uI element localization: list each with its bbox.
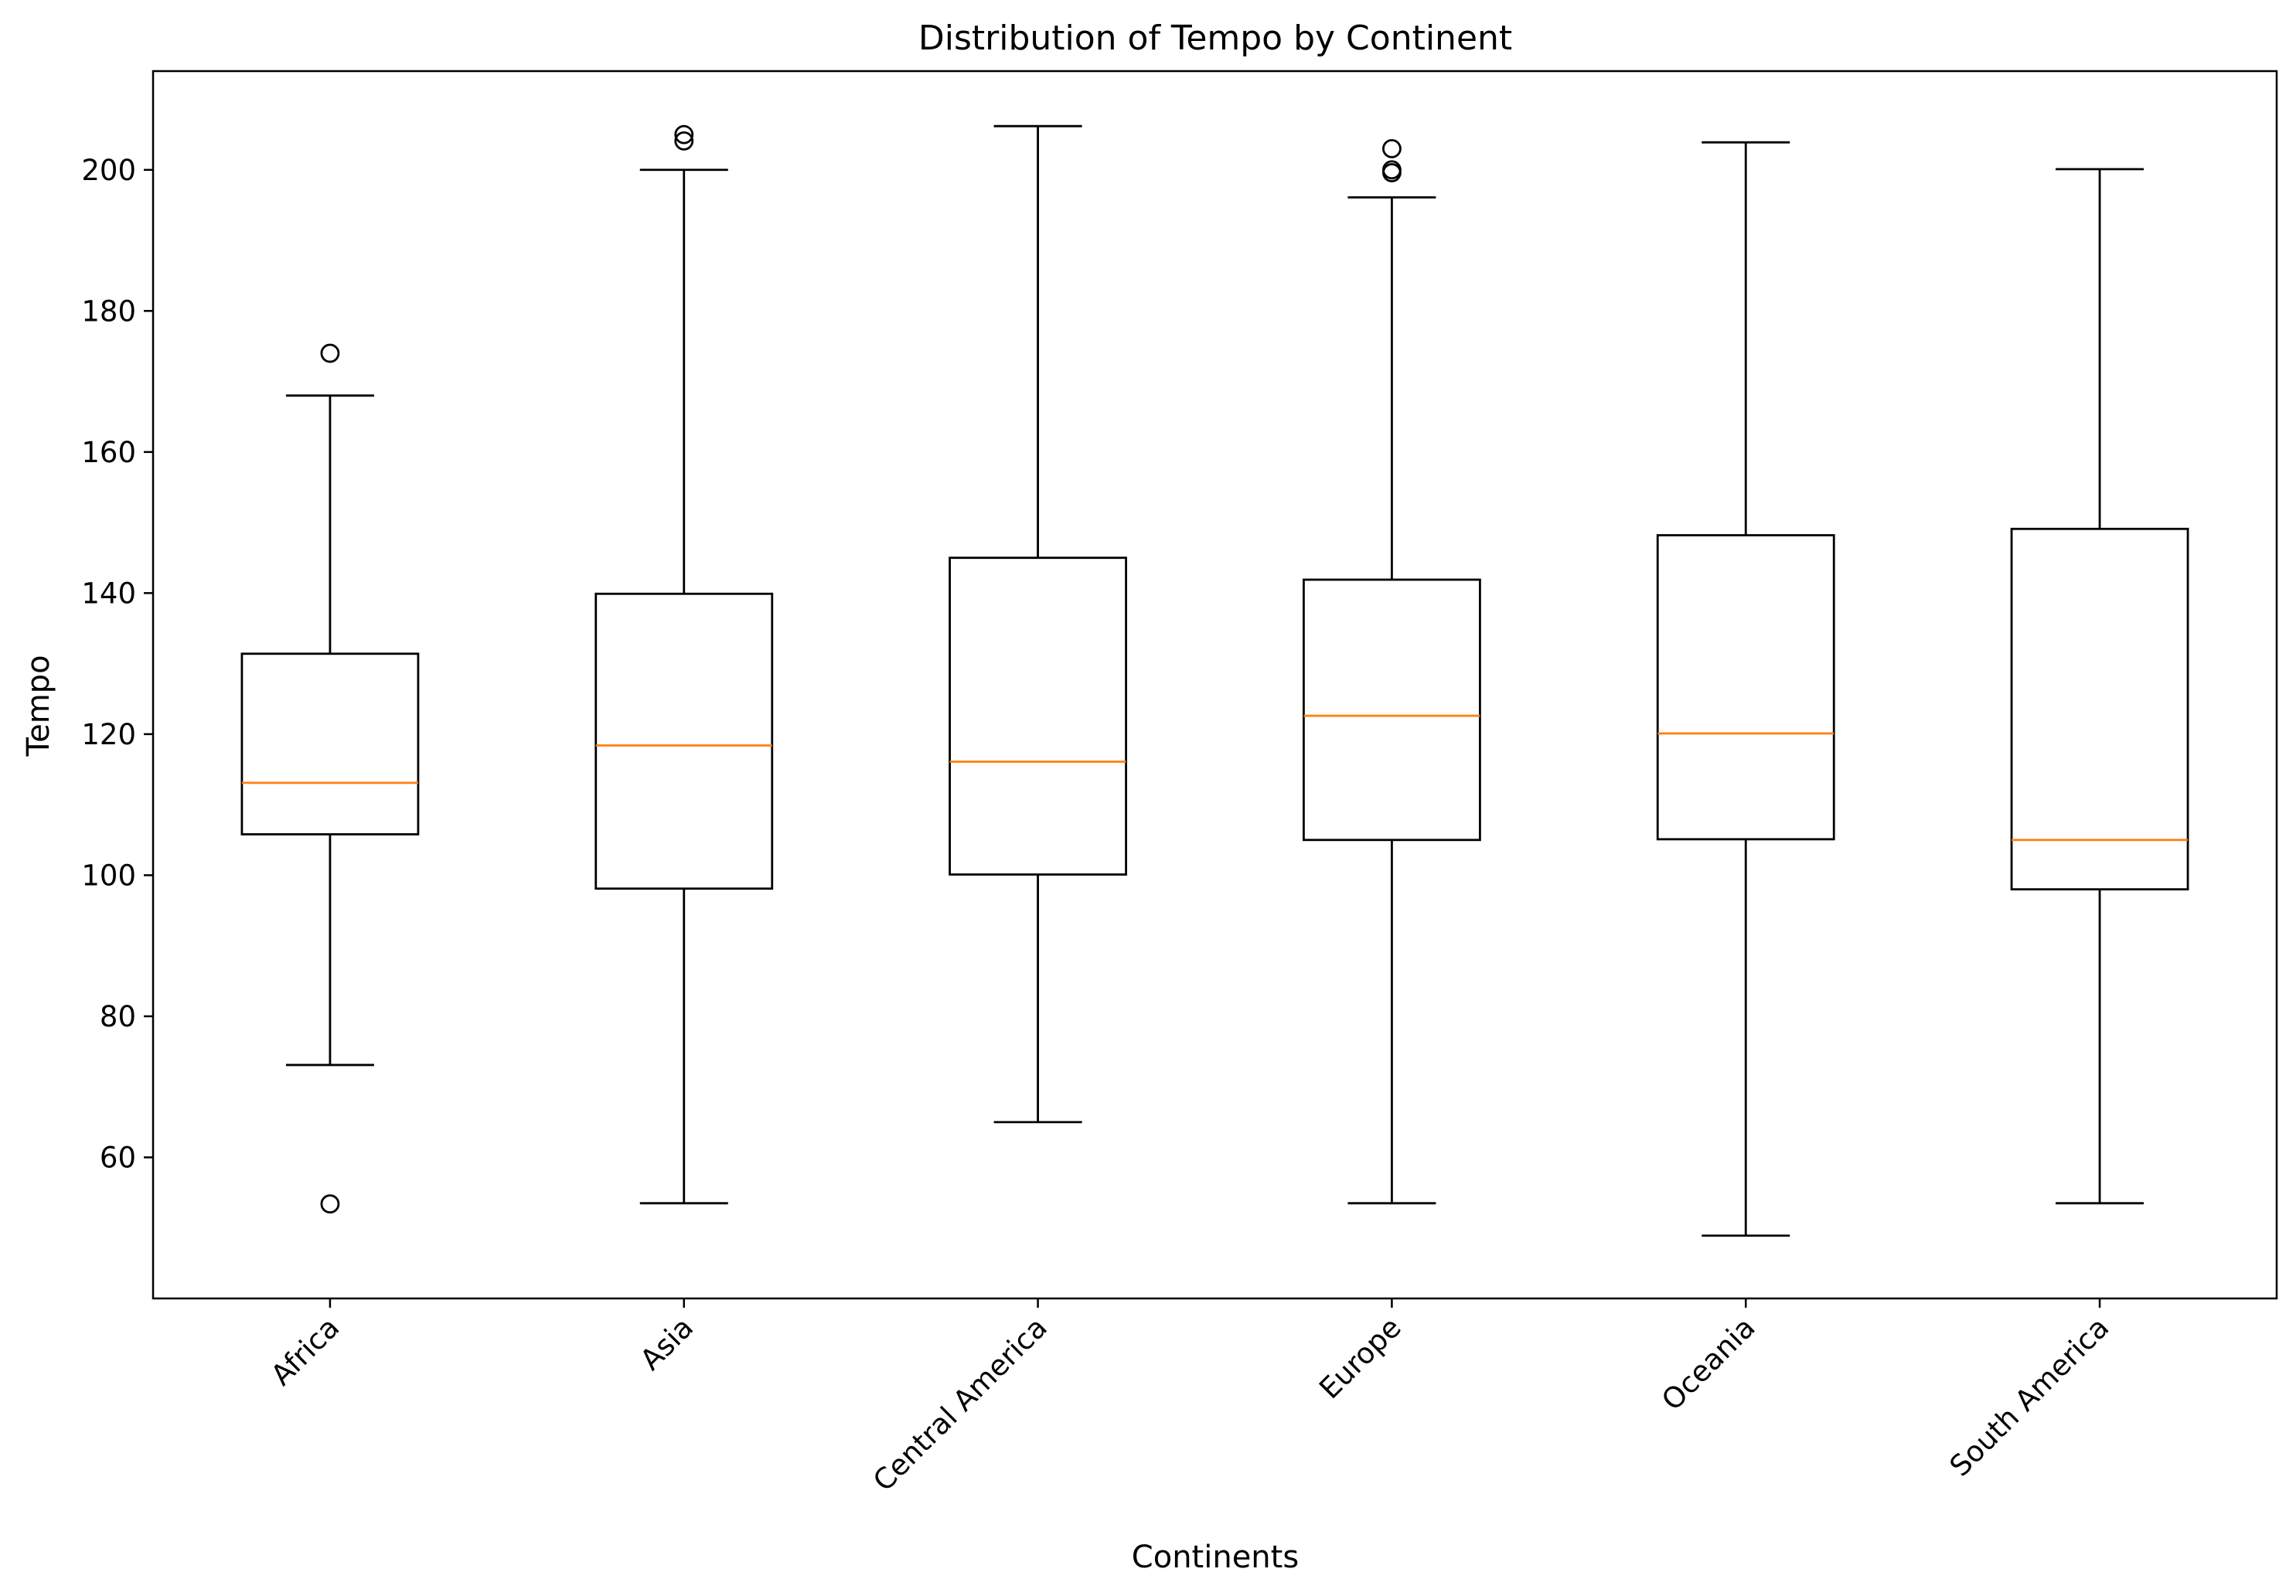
y-tick-label: 120 xyxy=(81,718,136,751)
box-group xyxy=(1303,138,1481,1205)
y-tick-label: 140 xyxy=(81,577,136,610)
box-iqr xyxy=(594,592,774,890)
y-tick-label: 200 xyxy=(81,154,136,187)
box-group xyxy=(2010,168,2189,1205)
plot-frame xyxy=(152,70,2278,1300)
box-group xyxy=(594,124,774,1205)
box-iqr xyxy=(1656,534,1835,841)
box-iqr xyxy=(1303,578,1481,842)
y-tick-label: 100 xyxy=(81,859,136,892)
y-tick-label: 180 xyxy=(81,294,136,328)
outlier-point xyxy=(674,124,694,145)
x-axis-label: Continents xyxy=(1132,1540,1299,1575)
box-group xyxy=(949,124,1127,1124)
outlier-point xyxy=(1382,160,1402,180)
y-axis-label: Tempo xyxy=(21,655,56,757)
outlier-point xyxy=(674,131,694,151)
chart-title: Distribution of Tempo by Continent xyxy=(918,19,1512,58)
box-group xyxy=(240,343,420,1214)
y-tick-label: 60 xyxy=(100,1141,136,1174)
outlier-point xyxy=(1382,138,1402,158)
y-tick-label: 80 xyxy=(100,1000,136,1033)
box-iqr xyxy=(949,556,1127,876)
outlier-point xyxy=(320,1194,340,1214)
box-group xyxy=(1656,141,1835,1237)
plot-area xyxy=(152,70,2278,1300)
box-iqr xyxy=(2010,527,2189,891)
box-marks xyxy=(240,124,2189,1237)
y-tick-label: 160 xyxy=(81,436,136,469)
outlier-point xyxy=(320,343,340,363)
box-iqr xyxy=(240,652,420,835)
